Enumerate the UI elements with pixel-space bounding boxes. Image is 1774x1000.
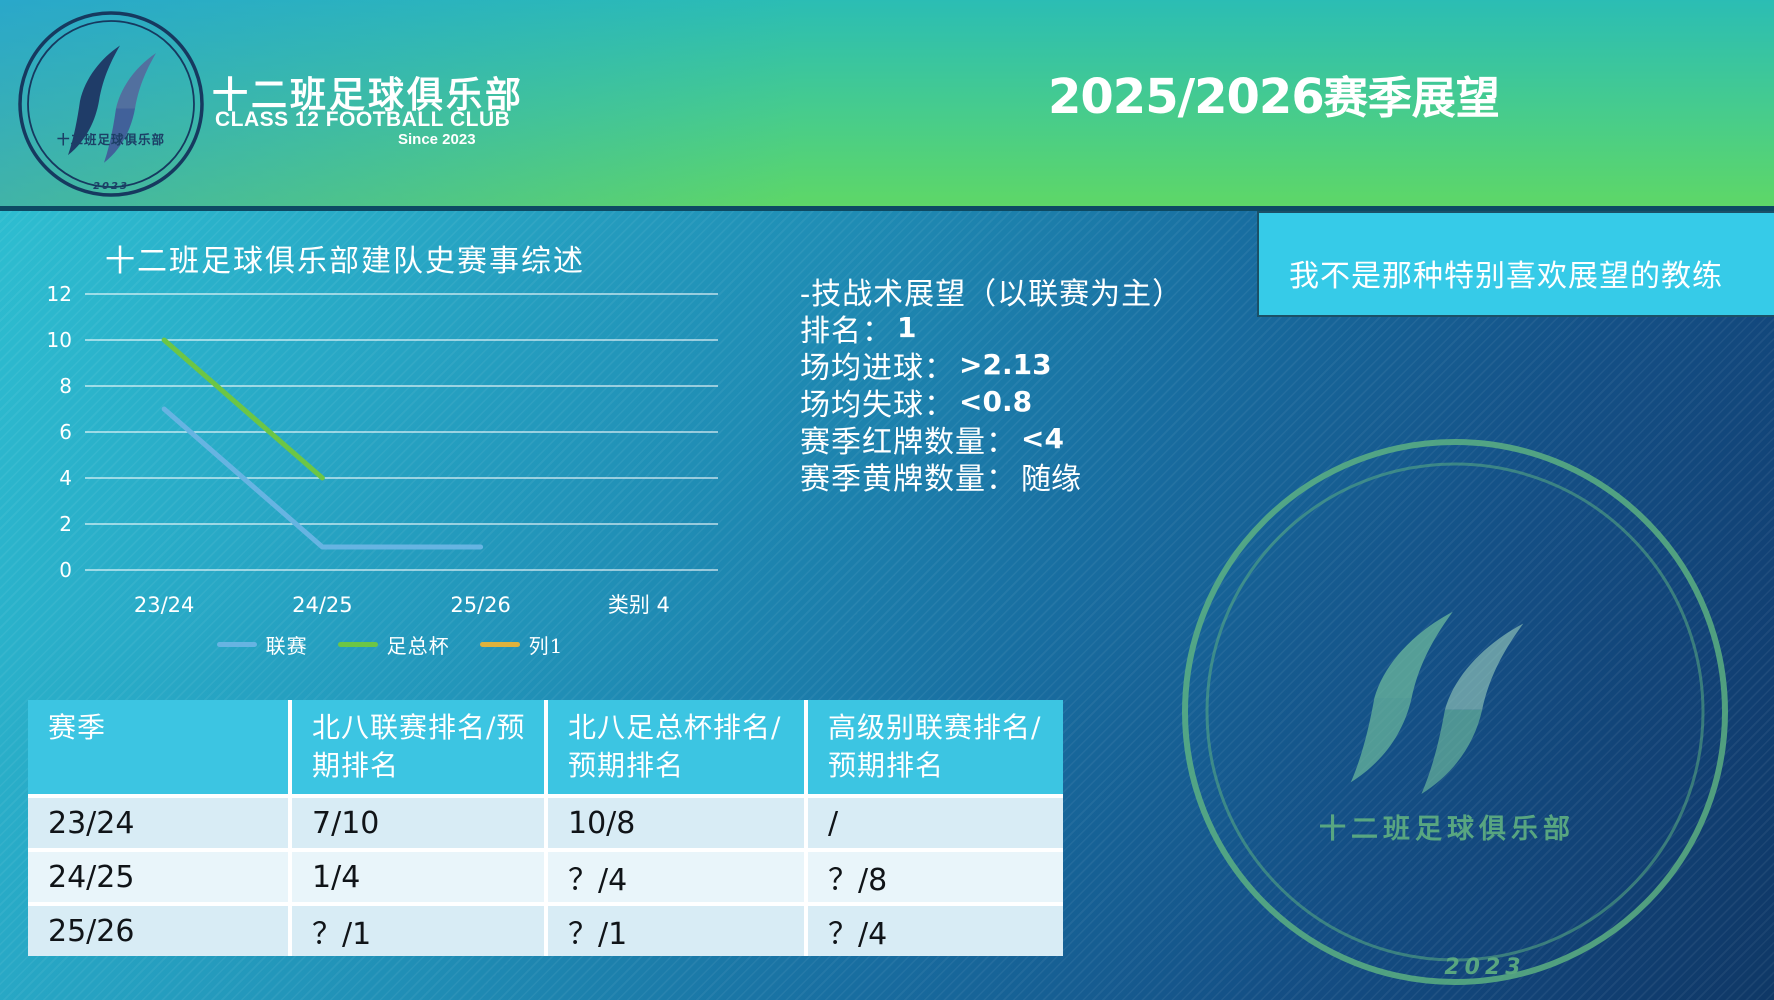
table-header-cell: 高级别联赛排名/预期排名 [808, 700, 1063, 794]
history-line-chart: 0 2 4 6 8 10 12 23/24 24/25 25/26 类别 4 [47, 282, 718, 617]
logo-outer-ring [18, 11, 204, 197]
watermark-club-name: 十二班足球俱乐部 [1319, 813, 1575, 845]
table-header-cell: 北八联赛排名/预期排名 [292, 700, 544, 794]
table-cell: / [808, 798, 1063, 848]
stat-line: 排名： 1 [800, 311, 917, 349]
table-cell: 10/8 [548, 798, 804, 848]
legend-label: 联赛 [265, 634, 308, 658]
chart-legend: 联赛 足总杯 列1 [130, 630, 650, 659]
x-axis-tick: 23/24 [134, 593, 195, 617]
series-line-足总杯 [161, 337, 325, 481]
stat-line: 场均失球： <0.8 [800, 385, 1033, 423]
table-cell: 7/10 [292, 798, 544, 848]
logo-swoosh-icon [68, 45, 156, 163]
x-axis-tick: 25/26 [450, 593, 511, 617]
y-axis-tick: 10 [47, 328, 72, 352]
club-name-english: CLASS 12 FOOTBALL CLUB [215, 108, 511, 131]
logo-inner-ring [27, 20, 195, 188]
stat-line: 赛季红牌数量： <4 [800, 422, 1064, 460]
slide-title-text: 赛季展望 [1323, 73, 1500, 124]
x-axis-tick: 24/25 [292, 593, 353, 617]
logo-year: 2023 [93, 181, 129, 192]
club-logo-icon: 十二班足球俱乐部 2023 [18, 11, 204, 197]
y-axis-tick: 4 [59, 466, 72, 490]
stat-line: 场均进球： >2.13 [800, 348, 1052, 386]
legend-swatch [337, 642, 378, 647]
watermark-crest-icon: 十二班足球俱乐部 2023 [1182, 439, 1728, 985]
y-axis-tick: 0 [59, 558, 72, 582]
watermark-year: 2023 [1444, 955, 1525, 980]
chart-title: 十二班足球俱乐部建队史赛事综述 [105, 244, 585, 279]
club-name-chinese: 十二班足球俱乐部 [212, 74, 525, 116]
table-header-cell: 赛季 [28, 700, 288, 794]
table-cell: 24/25 [28, 852, 288, 902]
watermark-outer-ring [1182, 439, 1728, 985]
table-cell: 25/26 [28, 906, 288, 956]
slide-title-season: 2025/2026 [1048, 69, 1325, 125]
tactics-outlook-block: -技战术展望（以联赛为主） 排名： 1 场均进球： >2.13 场均失球： <0.8 … [800, 272, 1184, 497]
legend-swatch [216, 642, 257, 647]
table-cell: ？/8 [808, 852, 1063, 902]
table-cell: 23/24 [28, 798, 288, 848]
table-cell: ？/4 [548, 852, 804, 902]
logo-club-name: 十二班足球俱乐部 [57, 132, 165, 147]
series-line-联赛 [161, 406, 484, 550]
table-header-cell: 北八足总杯排名/预期排名 [548, 700, 804, 794]
legend-label: 足总杯 [386, 634, 450, 658]
header-band: 十二班足球俱乐部 2023 十二班足球俱乐部 CLASS 12 FOOTBALL… [0, 0, 1774, 211]
table-cell: ？/1 [548, 906, 804, 956]
legend-item: 列1 [479, 630, 564, 659]
y-axis-tick: 8 [59, 374, 72, 398]
season-results-table: 赛季 北八联赛排名/预期排名 北八足总杯排名/预期排名 高级别联赛排名/预期排名 23/… [28, 700, 1063, 956]
y-axis-tick: 12 [47, 282, 72, 306]
legend-item: 足总杯 [337, 630, 450, 659]
table-cell: ？/1 [292, 906, 544, 956]
watermark-inner-ring [1205, 462, 1705, 962]
y-axis-tick: 2 [59, 512, 72, 536]
coach-quote-callout: 我不是那种特别喜欢展望的教练 [1257, 211, 1774, 317]
x-axis-tick: 类别 4 [608, 593, 670, 617]
legend-swatch [479, 642, 520, 647]
y-axis-tick: 6 [59, 420, 72, 444]
legend-label: 列1 [528, 634, 564, 658]
stat-line: 赛季黄牌数量： 随缘 [800, 461, 1081, 497]
coach-quote-text: 我不是那种特别喜欢展望的教练 [1289, 259, 1723, 294]
slide-title: 2025/2026赛季展望 [1048, 62, 1500, 126]
club-since-label: Since 2023 [398, 131, 476, 148]
table-cell: 1/4 [292, 852, 544, 902]
table-cell: ？/4 [808, 906, 1063, 956]
stats-heading: -技战术展望（以联赛为主） [800, 276, 1184, 312]
legend-item: 联赛 [216, 630, 308, 659]
watermark-swoosh-icon [1350, 611, 1524, 795]
